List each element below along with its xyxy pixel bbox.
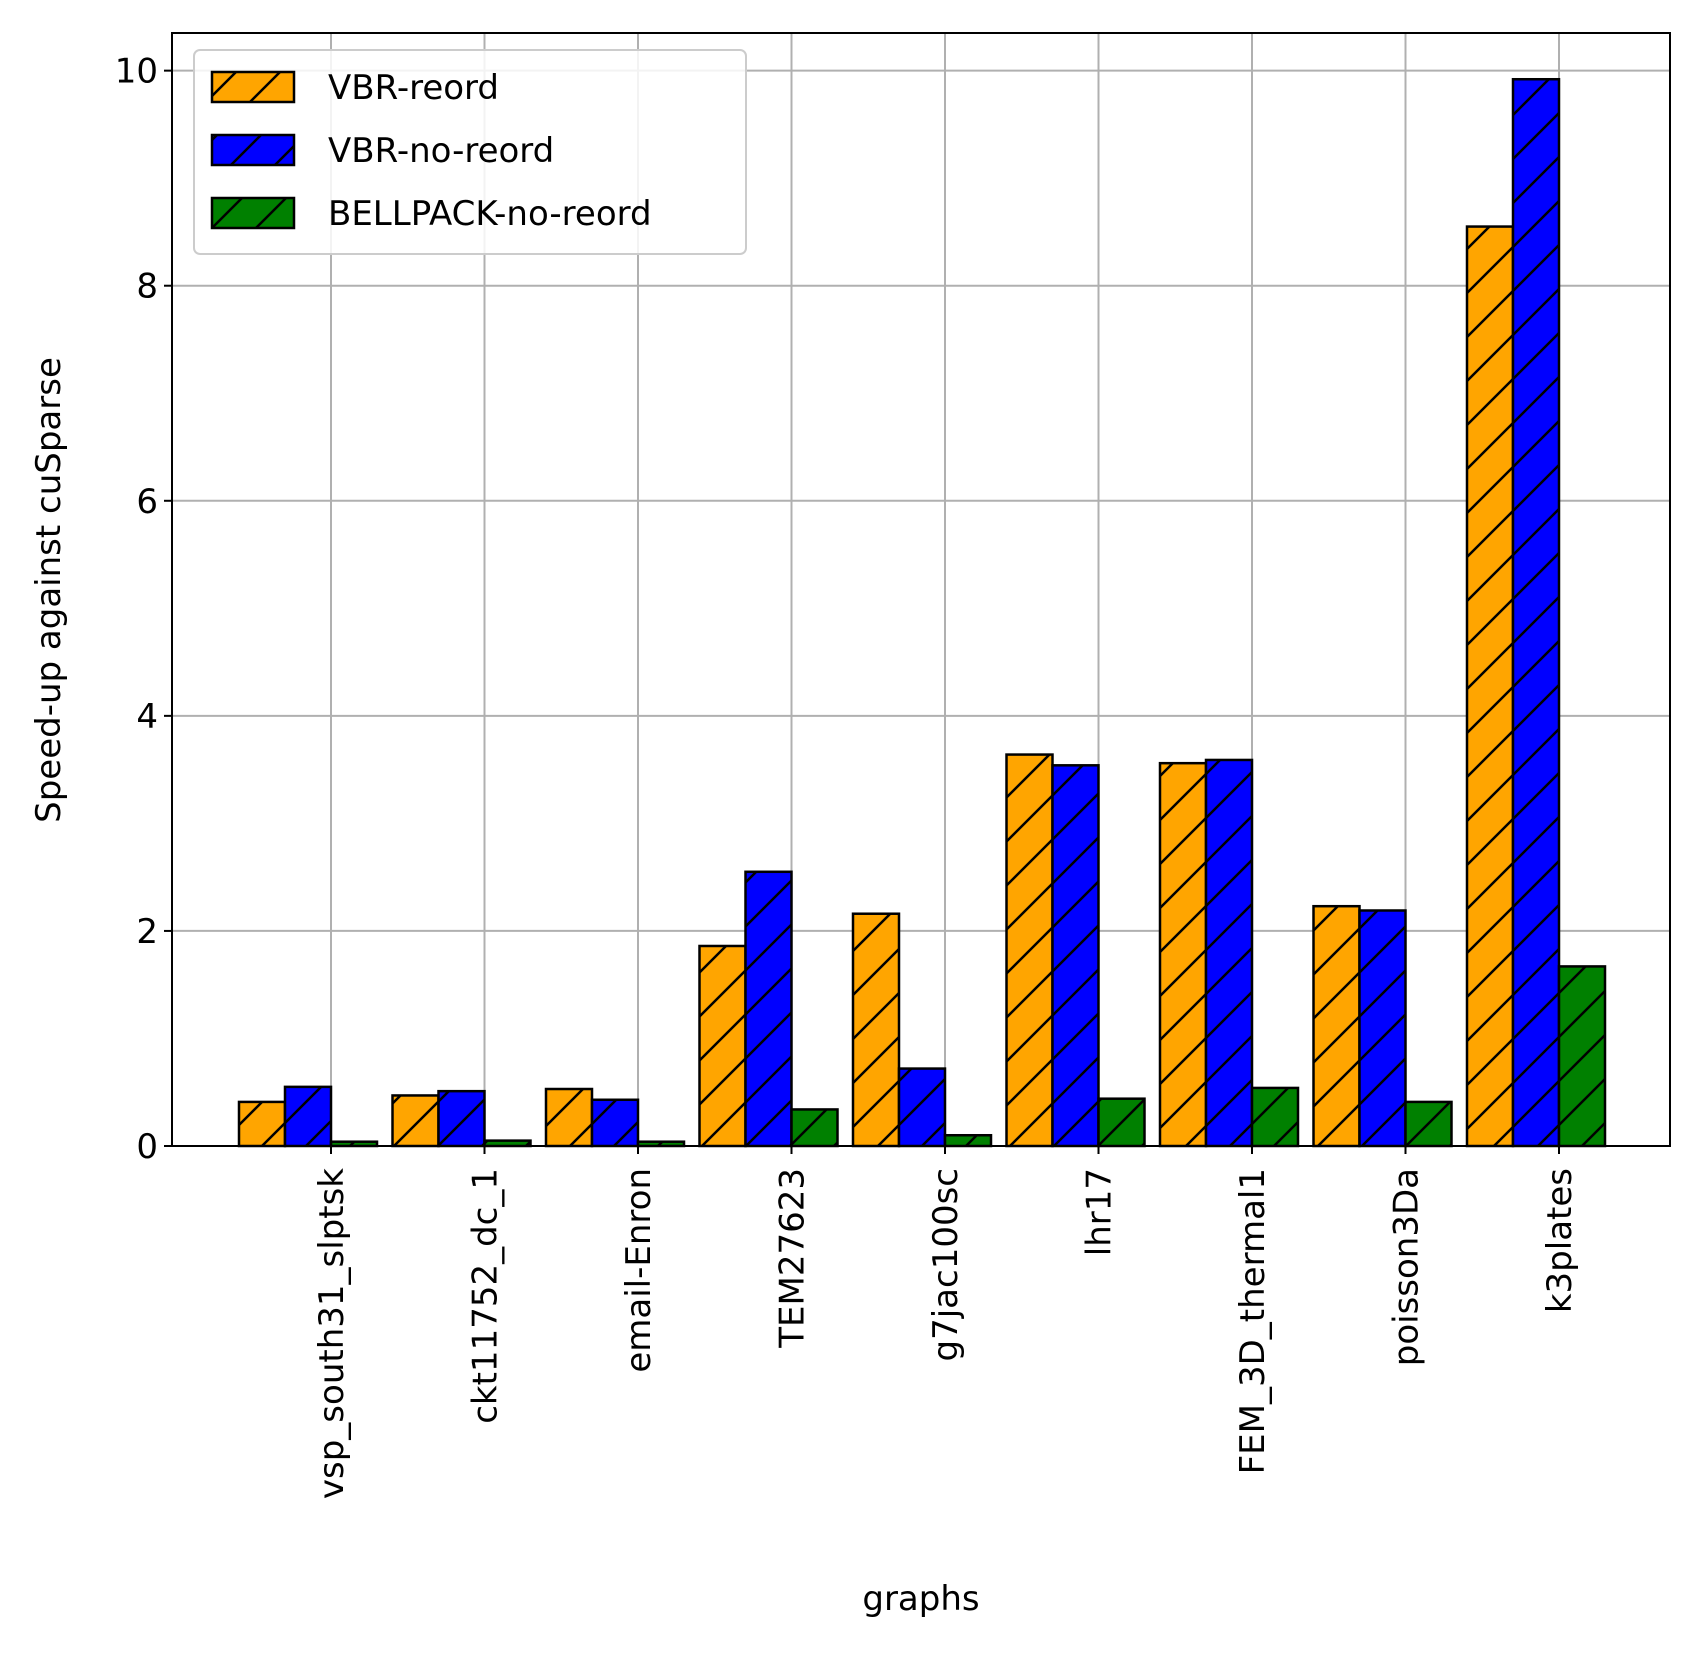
y-tick-label: 4 bbox=[136, 697, 158, 737]
bar-hatch bbox=[392, 1095, 439, 1146]
x-tick-label: vsp_south31_slptsk bbox=[312, 1168, 352, 1499]
x-tick-label: ckt11752_dc_1 bbox=[466, 1168, 506, 1424]
bar-hatch bbox=[1098, 1098, 1145, 1146]
bar-hatch bbox=[1313, 906, 1360, 1146]
legend-label: VBR-no-reord bbox=[328, 131, 554, 171]
bar-hatch bbox=[1405, 1101, 1452, 1146]
bar-hatch bbox=[945, 1135, 991, 1146]
bar-hatch bbox=[1467, 226, 1513, 1147]
legend-swatch-hatch bbox=[212, 135, 294, 165]
legend-label: BELLPACK-no-reord bbox=[328, 194, 652, 234]
bar-hatch bbox=[1052, 765, 1099, 1146]
x-tick-label: lhr17 bbox=[1080, 1168, 1120, 1256]
legend-swatch-outline bbox=[210, 70, 296, 104]
bar-hatch bbox=[699, 945, 746, 1146]
bar-hatch bbox=[1160, 763, 1206, 1146]
bar-hatch bbox=[331, 1141, 377, 1146]
bars bbox=[237, 77, 1607, 1148]
legend-label: VBR-reord bbox=[328, 68, 499, 108]
legend-swatch-outline bbox=[210, 133, 296, 167]
bar-hatch bbox=[1359, 910, 1406, 1146]
bar-hatch bbox=[438, 1091, 485, 1146]
bar-hatch bbox=[1513, 79, 1559, 1146]
x-tick-label: TEM27623 bbox=[773, 1168, 813, 1349]
bar-hatch bbox=[546, 1089, 592, 1146]
bar-hatch bbox=[592, 1099, 638, 1146]
bar-hatch bbox=[745, 871, 792, 1146]
y-tick-label: 10 bbox=[115, 52, 158, 92]
x-tick-label: k3plates bbox=[1540, 1168, 1580, 1313]
bar-hatch bbox=[285, 1086, 331, 1146]
bar-hatch bbox=[1006, 754, 1053, 1146]
bar-hatch bbox=[1559, 966, 1605, 1146]
x-axis-label: graphs bbox=[862, 1579, 979, 1619]
bar-hatch bbox=[239, 1101, 285, 1146]
legend-swatch-hatch bbox=[212, 198, 294, 228]
bar-hatch bbox=[484, 1140, 531, 1146]
y-tick-label: 0 bbox=[136, 1127, 158, 1167]
bar-hatch bbox=[899, 1068, 945, 1146]
legend-swatch-outline bbox=[210, 196, 296, 230]
bar-hatch bbox=[638, 1141, 684, 1146]
bar-hatch bbox=[791, 1109, 838, 1146]
bar-hatch bbox=[1206, 759, 1252, 1146]
y-tick-label: 8 bbox=[136, 267, 158, 307]
axis-ticks: 0 2 4 6 8 10 vsp_south31_slptsk ckt11752_dc_1 em… bbox=[115, 52, 1580, 1499]
y-tick-label: 6 bbox=[136, 482, 158, 522]
legend-swatch-hatch bbox=[212, 72, 294, 102]
x-tick-label: g7jac100sc bbox=[926, 1168, 966, 1362]
legend: VBR-reord VBR-no-reord BELLPACK-no-reord bbox=[193, 49, 747, 255]
y-tick-label: 2 bbox=[136, 912, 158, 952]
x-tick-label: email-Enron bbox=[619, 1168, 659, 1373]
bar-hatch bbox=[1252, 1087, 1298, 1146]
bar-hatch bbox=[853, 913, 899, 1146]
legend-frame bbox=[193, 49, 747, 255]
plot-frame bbox=[171, 32, 1671, 1147]
y-axis-label: Speed-up against cuSparse bbox=[29, 357, 69, 823]
x-tick-label: FEM_3D_thermal1 bbox=[1233, 1168, 1273, 1474]
x-tick-label: poisson3Da bbox=[1387, 1168, 1427, 1366]
